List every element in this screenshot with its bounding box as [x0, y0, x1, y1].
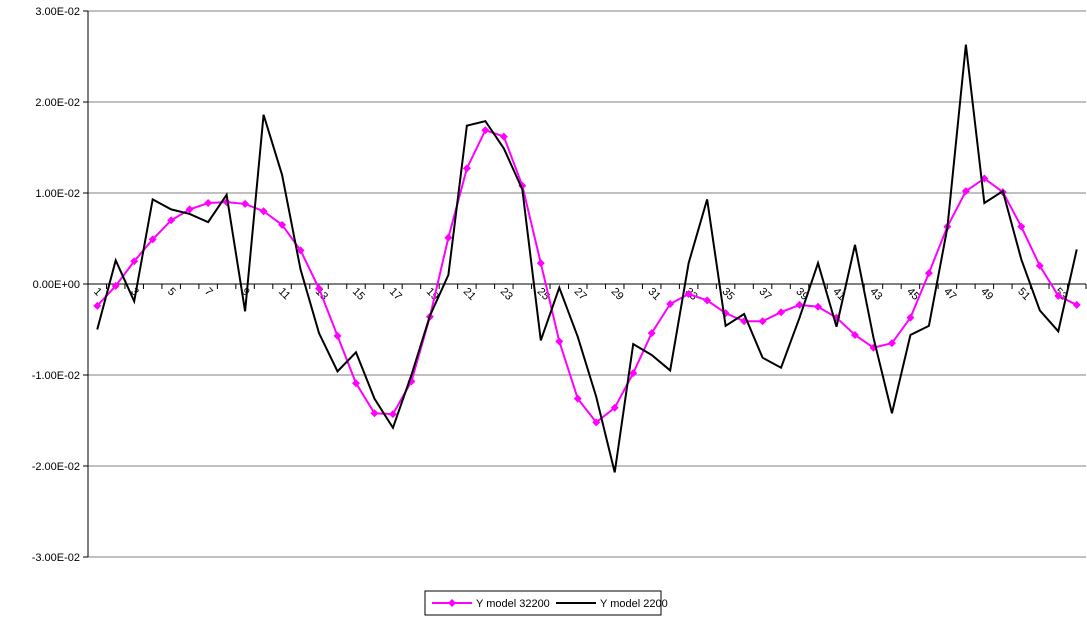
point-marker [629, 369, 638, 378]
x-tick-label: 27 [572, 286, 589, 303]
point-marker [499, 132, 508, 141]
point-marker [610, 403, 619, 412]
point-marker [1054, 291, 1063, 300]
point-marker [444, 233, 453, 242]
point-marker [795, 300, 804, 309]
point-marker [148, 235, 157, 244]
x-tick-label: 15 [350, 286, 367, 303]
x-tick-label: 7 [202, 286, 215, 299]
point-marker [1017, 222, 1026, 231]
point-marker [204, 199, 213, 208]
legend-marker [448, 599, 456, 607]
y-tick-label: 1.00E-02 [35, 188, 80, 200]
point-marker [130, 257, 139, 266]
series-line [96, 128, 1078, 424]
point-marker [961, 187, 970, 196]
x-tick-label: 19 [424, 286, 441, 303]
y-tick-label: -3.00E-02 [32, 552, 80, 564]
x-tick-label: 45 [904, 286, 921, 303]
y-tick-label: 2.00E-02 [35, 97, 80, 109]
series-line [96, 44, 1078, 473]
point-marker [573, 394, 582, 403]
point-marker [684, 290, 693, 299]
legend-label: Y model 32200 [476, 598, 550, 610]
point-marker [111, 281, 120, 290]
x-tick-label: 29 [609, 286, 626, 303]
point-marker [850, 330, 859, 339]
x-tick-label: 31 [646, 286, 663, 303]
x-tick-label: 47 [941, 286, 958, 303]
point-marker [296, 246, 305, 255]
point-marker [333, 331, 342, 340]
x-tick-label: 51 [1015, 286, 1032, 303]
y-tick-label: 0.00E+00 [33, 279, 80, 291]
point-marker [703, 296, 712, 305]
x-tick-label: 1 [91, 286, 104, 299]
point-marker [241, 199, 250, 208]
point-marker [1072, 300, 1081, 309]
point-marker [259, 207, 268, 216]
x-tick-label: 11 [276, 286, 293, 303]
point-marker [758, 317, 767, 326]
y-tick-label: -1.00E-02 [32, 370, 80, 382]
point-marker [906, 313, 915, 322]
x-tick-label: 17 [387, 286, 404, 303]
point-marker [592, 418, 601, 427]
x-tick-label: 23 [498, 286, 515, 303]
point-marker [777, 308, 786, 317]
point-marker [315, 284, 324, 293]
point-marker [370, 409, 379, 418]
point-marker [185, 205, 194, 214]
y-tick-label: -2.00E-02 [32, 461, 80, 473]
point-marker [666, 300, 675, 309]
point-marker [887, 339, 896, 348]
x-tick-label: 49 [978, 286, 995, 303]
x-tick-label: 43 [867, 286, 884, 303]
point-marker [481, 126, 490, 135]
point-marker [351, 379, 360, 388]
point-marker [647, 329, 656, 338]
legend-label: Y model 2200 [600, 598, 668, 610]
point-marker [814, 302, 823, 311]
point-marker [462, 164, 471, 173]
point-marker [536, 259, 545, 268]
point-marker [388, 410, 397, 419]
y-tick-label: 3.00E-02 [35, 6, 80, 18]
x-tick-label: 5 [165, 286, 178, 299]
x-tick-label: 21 [461, 286, 478, 303]
point-marker [924, 269, 933, 278]
point-marker [1035, 261, 1044, 270]
point-marker [555, 337, 564, 346]
point-marker [278, 220, 287, 229]
point-marker [167, 216, 176, 225]
point-marker [93, 301, 102, 310]
x-tick-label: 37 [756, 286, 773, 303]
